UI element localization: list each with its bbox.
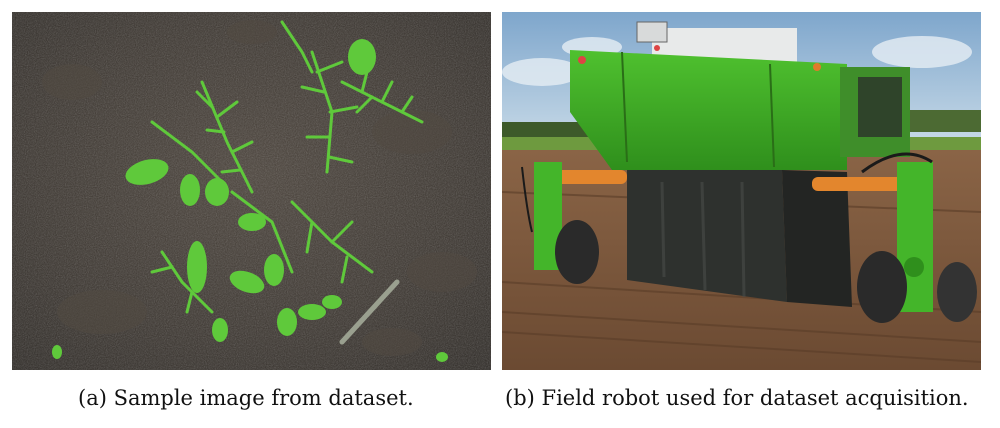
field-robot-panel bbox=[502, 12, 981, 370]
field-robot-photo bbox=[502, 12, 981, 370]
sample-image-panel bbox=[12, 12, 491, 370]
caption-a: (a) Sample image from dataset. bbox=[78, 386, 414, 410]
caption-b: (b) Field robot used for dataset acquisi… bbox=[505, 386, 969, 410]
seedlings-photo bbox=[12, 12, 491, 370]
